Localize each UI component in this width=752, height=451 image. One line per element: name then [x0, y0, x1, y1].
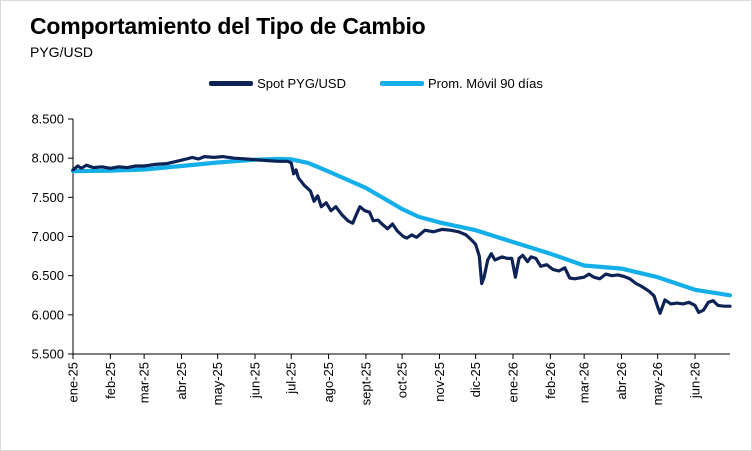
- x-tick-label: abr-25: [174, 362, 189, 400]
- x-tick-label: may-25: [210, 362, 225, 405]
- x-tick-label: mar-25: [137, 362, 152, 403]
- legend-swatch-average: [380, 81, 424, 86]
- x-tick-label: feb-25: [103, 362, 118, 399]
- chart-title: Comportamiento del Tipo de Cambio: [30, 13, 426, 39]
- x-tick-label: dic-25: [468, 362, 483, 397]
- legend-label-average: Prom. Móvil 90 días: [428, 76, 543, 91]
- x-tick-label: ago-25: [321, 362, 336, 402]
- legend-item-average: Prom. Móvil 90 días: [380, 76, 543, 91]
- legend-item-spot: Spot PYG/USD: [209, 76, 346, 91]
- y-tick-label: 8.000: [31, 151, 64, 166]
- legend-swatch-spot: [209, 81, 254, 86]
- x-tick-label: oct-25: [395, 362, 410, 398]
- x-tick-label: abr-26: [614, 362, 629, 400]
- y-tick-label: 7.500: [31, 190, 64, 205]
- legend-label-spot: Spot PYG/USD: [257, 76, 346, 91]
- y-tick-label: 5.500: [31, 347, 64, 362]
- y-tick-label: 6.000: [31, 307, 64, 322]
- x-tick-label: sept-25: [358, 362, 373, 405]
- x-tick-label: jun-25: [248, 362, 263, 399]
- series-group: [70, 155, 733, 315]
- x-tick-label: jul-25: [284, 362, 299, 395]
- x-tick-label: may-26: [650, 362, 665, 405]
- x-tick-label: jun-26: [688, 362, 703, 399]
- y-tick-label: 6.500: [31, 268, 64, 283]
- series-line-moving-average: [70, 156, 733, 298]
- x-tick-label: mar-26: [577, 362, 592, 403]
- y-tick-label: 8.500: [31, 112, 64, 127]
- x-tick-label: nov-25: [432, 362, 447, 402]
- x-tick-label: ene-26: [506, 362, 521, 402]
- x-tick-label: ene-25: [66, 362, 81, 402]
- series-line-spot: [71, 155, 732, 315]
- y-tick-label: 7.000: [31, 229, 64, 244]
- axes: 5.500 6.000 6.500 7.000 7.500 8.000 8.500 ene-2…: [31, 112, 730, 405]
- x-tick-label: feb-26: [543, 362, 558, 399]
- chart-subtitle: PYG/USD: [30, 44, 94, 60]
- legend: Spot PYG/USD Prom. Móvil 90 días: [0, 76, 752, 91]
